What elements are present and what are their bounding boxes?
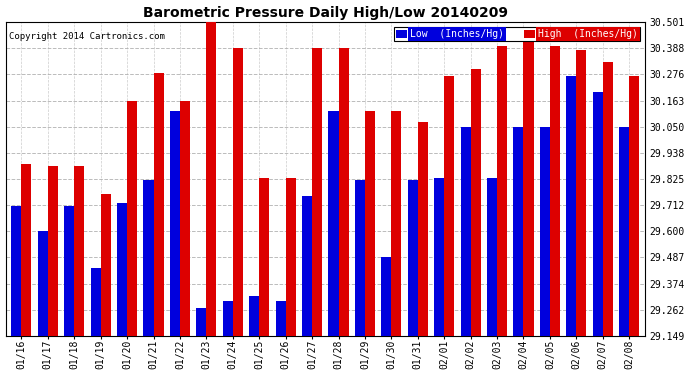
Bar	[593, 92, 603, 336]
Text: Copyright 2014 Cartronics.com: Copyright 2014 Cartronics.com	[9, 32, 165, 40]
Bar	[286, 178, 296, 336]
Bar	[197, 308, 206, 336]
Bar	[540, 127, 550, 336]
Bar	[550, 45, 560, 336]
Bar	[64, 206, 75, 336]
Bar	[249, 296, 259, 336]
Bar	[206, 22, 217, 336]
Bar	[566, 76, 576, 336]
Bar	[629, 76, 639, 336]
Bar	[180, 101, 190, 336]
Bar	[233, 48, 243, 336]
Bar	[444, 76, 454, 336]
Bar	[461, 127, 471, 336]
Bar	[154, 74, 164, 336]
Bar	[127, 101, 137, 336]
Bar	[101, 194, 110, 336]
Bar	[576, 50, 586, 336]
Bar	[471, 69, 481, 336]
Bar	[144, 180, 154, 336]
Bar	[497, 45, 507, 336]
Bar	[408, 180, 417, 336]
Bar	[434, 178, 444, 336]
Bar	[275, 301, 286, 336]
Bar	[223, 301, 233, 336]
Bar	[90, 268, 101, 336]
Bar	[382, 257, 391, 336]
Bar	[259, 178, 269, 336]
Bar	[11, 206, 21, 336]
Legend: Low  (Inches/Hg), High  (Inches/Hg): Low (Inches/Hg), High (Inches/Hg)	[394, 27, 640, 41]
Bar	[487, 178, 497, 336]
Bar	[339, 48, 348, 336]
Bar	[355, 180, 365, 336]
Bar	[513, 127, 524, 336]
Bar	[417, 122, 428, 336]
Bar	[170, 111, 180, 336]
Bar	[391, 111, 402, 336]
Bar	[38, 231, 48, 336]
Bar	[524, 41, 533, 336]
Bar	[365, 111, 375, 336]
Bar	[619, 127, 629, 336]
Bar	[48, 166, 58, 336]
Bar	[328, 111, 339, 336]
Bar	[603, 62, 613, 336]
Bar	[75, 166, 84, 336]
Bar	[302, 196, 312, 336]
Bar	[21, 164, 32, 336]
Title: Barometric Pressure Daily High/Low 20140209: Barometric Pressure Daily High/Low 20140…	[143, 6, 508, 20]
Bar	[117, 203, 127, 336]
Bar	[312, 48, 322, 336]
